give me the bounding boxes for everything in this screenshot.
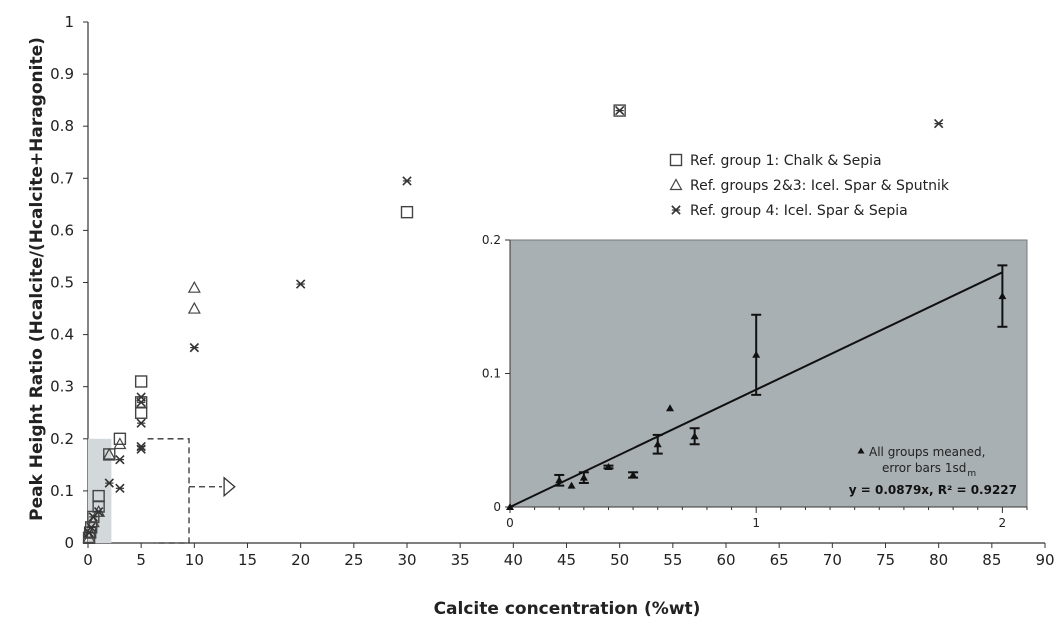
- inset-data-point: [666, 404, 675, 412]
- x-axis-title: Calcite concentration (%wt): [434, 599, 701, 619]
- y-tick-label: 0.8: [50, 117, 74, 135]
- data-point: [400, 205, 414, 219]
- data-point: [113, 437, 127, 450]
- data-point: [102, 447, 116, 460]
- data-point: [187, 301, 201, 314]
- data-point: [115, 483, 125, 493]
- y-tick-label: 0.4: [50, 326, 74, 344]
- inset-y-tick-label: 0.2: [482, 233, 501, 247]
- x-tick-label: 5: [136, 551, 146, 569]
- data-point: [93, 507, 104, 517]
- data-point: [187, 280, 201, 293]
- data-point: [136, 392, 146, 402]
- inset-data-point: [752, 350, 761, 358]
- x-tick-label: 30: [397, 551, 416, 569]
- y-tick-label: 0.7: [50, 169, 74, 187]
- x-tick-label: 70: [823, 551, 842, 569]
- x-tick-label: 35: [451, 551, 470, 569]
- inset-x-tick-label: 1: [752, 516, 760, 530]
- inset-data-point: [555, 476, 564, 484]
- legend-marker: [671, 205, 681, 215]
- x-tick-label: 55: [663, 551, 682, 569]
- x-tick-label: 75: [876, 551, 895, 569]
- zoom-arrow-head: [223, 476, 236, 498]
- data-point: [614, 105, 625, 116]
- inset-data-point: [690, 432, 699, 440]
- x-tick-label: 20: [291, 551, 310, 569]
- y-tick-label: 0.1: [50, 482, 74, 500]
- y-tick-label: 0.6: [50, 221, 74, 239]
- note-marker: [857, 447, 865, 454]
- zoom-indicator: [88, 438, 236, 544]
- legend-marker: [669, 153, 683, 167]
- inset-data-point: [998, 292, 1007, 300]
- inset-note-subscript: m: [967, 469, 976, 479]
- inset-y-tick-label: 0: [493, 500, 501, 514]
- inset-data-point: [629, 470, 638, 478]
- y-tick-label: 0.2: [50, 430, 74, 448]
- legend-label: Ref. groups 2&3: Icel. Spar & Sputnik: [690, 178, 950, 194]
- y-axis-title: Peak Height Ratio (Hcalcite/(Hcalcite+Ha…: [27, 37, 47, 521]
- inset-note-line2: error bars 1sd: [882, 461, 966, 475]
- legend-marker: [669, 178, 683, 191]
- data-point: [189, 342, 200, 353]
- x-tick-label: 25: [344, 551, 363, 569]
- inset-data-point: [579, 473, 588, 481]
- data-point: [92, 489, 105, 503]
- inset-data-point: [506, 503, 514, 510]
- y-tick-label: 0.5: [50, 274, 74, 292]
- inset-y-tick-label: 0.1: [482, 367, 501, 381]
- data-point: [134, 406, 148, 419]
- legend-label: Ref. group 1: Chalk & Sepia: [690, 153, 882, 169]
- x-tick-label: 40: [504, 551, 523, 569]
- x-tick-label: 50: [610, 551, 629, 569]
- x-tick-label: 15: [238, 551, 257, 569]
- main-points: [82, 104, 944, 544]
- x-tick-label: 10: [185, 551, 204, 569]
- zoom-bracket: [147, 438, 190, 544]
- data-point: [136, 441, 146, 452]
- data-point: [136, 418, 146, 428]
- data-point: [84, 527, 94, 538]
- y-tick-label: 0.3: [50, 378, 74, 396]
- x-tick-label: 85: [982, 551, 1001, 569]
- data-point: [113, 432, 127, 445]
- y-tick-label: 1: [64, 13, 74, 31]
- data-point: [402, 176, 412, 186]
- data-point: [86, 522, 96, 533]
- data-point: [933, 118, 944, 129]
- x-tick-label: 45: [557, 551, 576, 569]
- legend: Ref. group 1: Chalk & Sepia Ref. groups 2…: [669, 153, 950, 219]
- data-point: [613, 104, 626, 117]
- inset-data-point: [567, 481, 576, 489]
- x-tick-label: 90: [1035, 551, 1054, 569]
- inset-chart: 0 1 2 0 0.1 0.2 All groups meaned, error bars 1…: [482, 233, 1028, 530]
- legend-label: Ref. group 4: Icel. Spar & Sepia: [690, 203, 908, 219]
- x-tick-label: 0: [83, 551, 93, 569]
- x-tick-label: 60: [716, 551, 735, 569]
- inset-background: [509, 239, 1028, 508]
- x-tick-label: 80: [929, 551, 948, 569]
- y-tick-label: 0.9: [50, 65, 74, 83]
- fit-equation: y = 0.0879x, R² = 0.9227: [849, 483, 1017, 497]
- inset-note-line1: All groups meaned,: [869, 445, 985, 459]
- inset-x-tick-label: 2: [999, 516, 1007, 530]
- inset-x-tick-label: 0: [506, 516, 514, 530]
- inset-data-point: [604, 462, 613, 470]
- data-point: [295, 279, 306, 289]
- data-point: [115, 454, 125, 465]
- data-point: [86, 515, 100, 528]
- main-axes: 0 5 10 15 20 25 30 35 40 45 50 55 60 65 70 75 80 85 9000.1…: [50, 13, 1054, 569]
- data-point: [104, 478, 114, 488]
- data-point: [134, 375, 148, 388]
- x-tick-label: 65: [770, 551, 789, 569]
- y-tick-label: 0: [64, 534, 74, 552]
- inset-data-point: [653, 440, 662, 448]
